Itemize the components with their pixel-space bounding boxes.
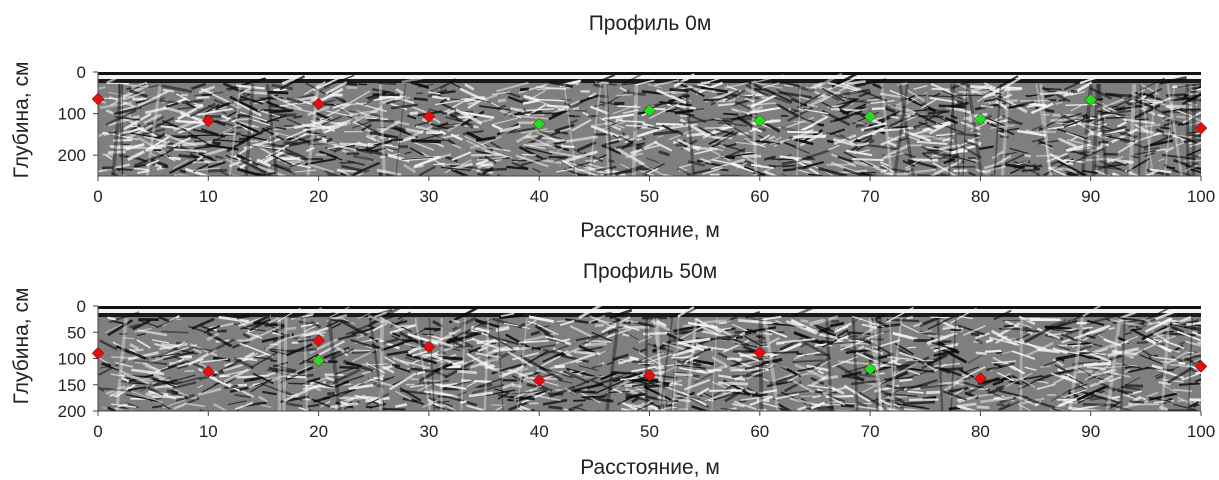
y-tick-label: 0 xyxy=(77,297,86,316)
chart-title: Профиль 0м xyxy=(588,12,712,35)
x-tick-label: 100 xyxy=(1187,187,1215,206)
red-marker-point xyxy=(422,110,436,123)
green-marker-point xyxy=(753,114,767,128)
profile-0-panel: Профиль 0м 0 10 20 30 40 50 60 70 80 90 100 0 100 200… xyxy=(10,12,1216,242)
red-marker-point xyxy=(643,368,656,382)
red-marker-point xyxy=(1194,360,1208,373)
y-tick-label: 100 xyxy=(58,105,86,124)
chart-title: Профиль 50м xyxy=(582,260,718,283)
x-axis-label: Расстояние, м xyxy=(580,219,720,242)
x-tick-label: 70 xyxy=(861,187,880,206)
y-axis-label: Глубина, см xyxy=(10,287,33,405)
x-tick-label: 40 xyxy=(530,422,549,441)
red-marker-point xyxy=(1194,121,1208,135)
x-axis-label: Расстояние, м xyxy=(580,456,720,479)
green-marker-point xyxy=(863,110,877,123)
green-marker-point xyxy=(532,117,546,131)
y-tick-label: 200 xyxy=(58,402,86,421)
x-tick-label: 70 xyxy=(861,422,880,441)
red-marker-point xyxy=(91,346,105,360)
radargram-chart-1: 0 10 20 30 40 50 60 70 80 90 100 0 50 100 150 200 xyxy=(58,297,1216,441)
green-marker-point xyxy=(312,354,325,367)
y-tick-label: 0 xyxy=(77,63,86,82)
x-tick-label: 0 xyxy=(93,422,102,441)
x-tick-label: 100 xyxy=(1187,422,1215,441)
x-tick-label: 80 xyxy=(971,187,990,206)
red-marker-point xyxy=(201,365,215,378)
x-tick-label: 40 xyxy=(530,187,549,206)
green-marker-point xyxy=(643,104,656,118)
red-marker-point xyxy=(312,334,325,348)
green-marker-point xyxy=(1084,93,1098,107)
x-tick-label: 30 xyxy=(419,422,438,441)
x-tick-label: 10 xyxy=(199,422,218,441)
x-tick-label: 80 xyxy=(971,422,990,441)
x-tick-label: 0 xyxy=(93,187,102,206)
x-tick-label: 20 xyxy=(309,187,328,206)
red-marker-point xyxy=(974,372,987,385)
radargram-image xyxy=(98,306,1201,411)
red-marker-point xyxy=(532,374,546,387)
radargram-chart-0: 0 10 20 30 40 50 60 70 80 90 100 0 100 200 xyxy=(58,63,1216,206)
x-tick-label: 50 xyxy=(640,187,659,206)
red-marker-point xyxy=(91,92,105,106)
y-axis-label: Глубина, см xyxy=(10,61,33,179)
x-tick-label: 30 xyxy=(419,187,438,206)
green-marker-point xyxy=(974,112,987,126)
y-tick-label: 100 xyxy=(58,350,86,369)
y-tick-label: 150 xyxy=(58,376,86,395)
red-marker-point xyxy=(201,114,215,128)
x-tick-label: 90 xyxy=(1081,187,1100,206)
x-tick-label: 60 xyxy=(750,422,769,441)
radargram-image xyxy=(98,72,1201,176)
x-tick-label: 10 xyxy=(199,187,218,206)
green-marker-point xyxy=(863,362,877,376)
x-tick-label: 20 xyxy=(309,422,328,441)
red-marker-point xyxy=(312,97,325,111)
profile-50-panel: Профиль 50м 0 10 20 30 40 50 60 70 80 90 100 0 50 100… xyxy=(0,240,1219,480)
y-tick-label: 200 xyxy=(58,146,86,165)
red-marker-point xyxy=(422,340,436,354)
x-tick-label: 90 xyxy=(1081,422,1100,441)
x-tick-label: 60 xyxy=(750,187,769,206)
red-marker-point xyxy=(753,346,767,360)
x-tick-label: 50 xyxy=(640,422,659,441)
y-tick-label: 50 xyxy=(67,323,86,342)
